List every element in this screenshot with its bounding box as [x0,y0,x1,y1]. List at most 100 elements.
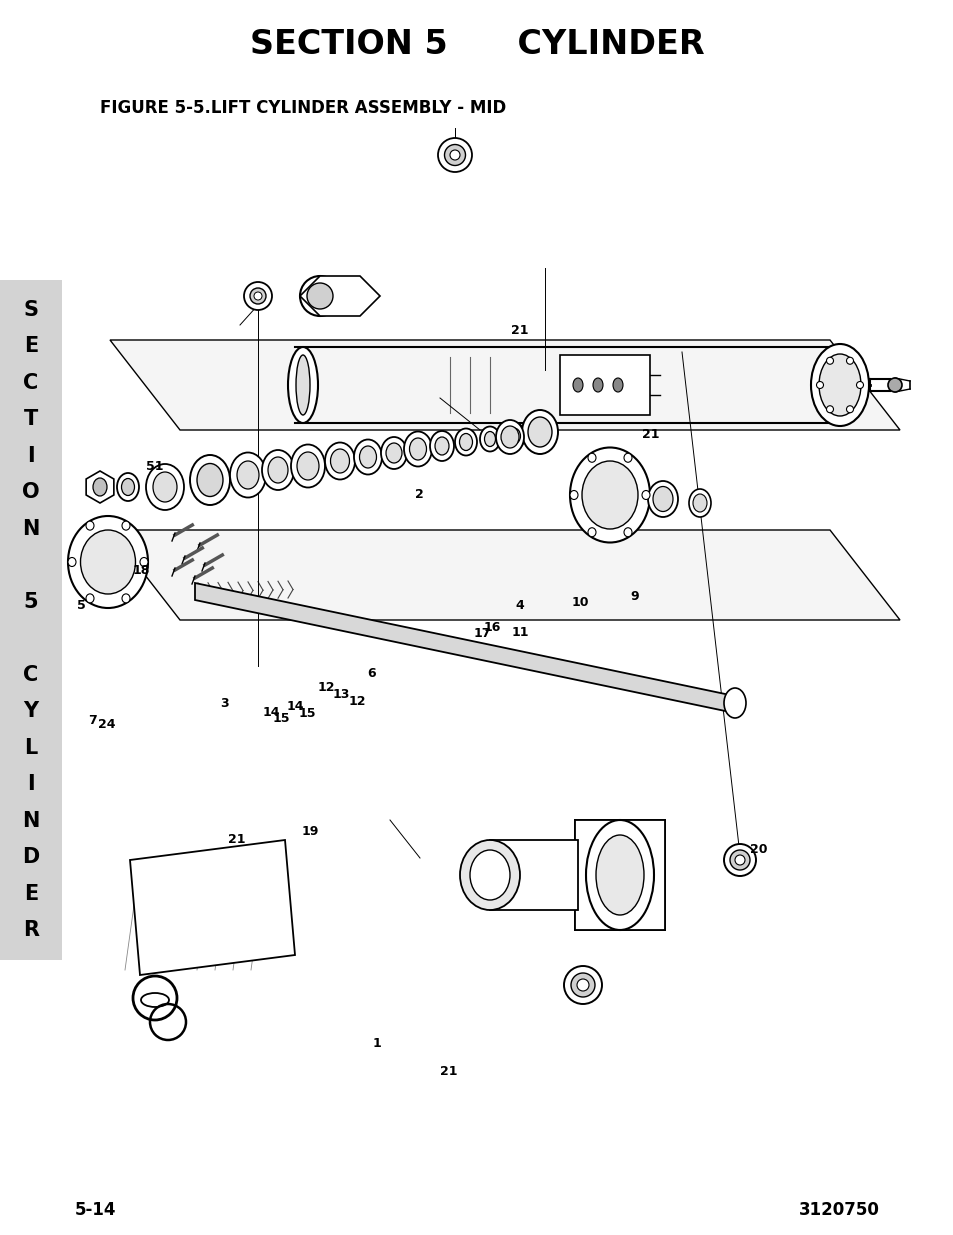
Polygon shape [490,840,578,910]
Text: 12: 12 [349,695,366,708]
Ellipse shape [856,382,862,389]
Ellipse shape [117,473,139,501]
Ellipse shape [444,144,465,165]
Text: 15: 15 [298,708,315,720]
Polygon shape [194,583,729,713]
Ellipse shape [253,291,262,300]
Ellipse shape [845,406,853,412]
Text: 21: 21 [439,1066,456,1078]
Ellipse shape [262,450,294,490]
Text: R: R [23,920,39,940]
Ellipse shape [563,966,601,1004]
Bar [0,280,62,960]
Text: Y: Y [24,701,38,721]
Ellipse shape [845,357,853,364]
Ellipse shape [86,594,94,603]
Ellipse shape [623,527,631,537]
Ellipse shape [122,594,130,603]
Ellipse shape [585,820,654,930]
Ellipse shape [496,420,523,454]
Text: 12: 12 [317,682,335,694]
Ellipse shape [325,442,355,479]
Polygon shape [86,471,113,503]
Text: 3120750: 3120750 [799,1200,879,1219]
Text: N: N [22,810,40,831]
Ellipse shape [641,490,649,499]
Ellipse shape [729,850,749,869]
Ellipse shape [577,979,588,990]
Ellipse shape [818,354,861,416]
Ellipse shape [140,557,148,567]
Text: 21: 21 [641,429,659,441]
Text: 17: 17 [474,627,491,640]
Ellipse shape [236,461,258,489]
Polygon shape [575,820,664,930]
Text: 14: 14 [262,706,279,719]
Polygon shape [110,340,899,430]
Text: 9: 9 [629,590,639,603]
Ellipse shape [291,445,325,488]
Ellipse shape [521,410,558,454]
Text: E: E [24,336,38,357]
Ellipse shape [409,438,426,459]
Text: T: T [24,410,38,430]
Ellipse shape [196,463,223,496]
Ellipse shape [652,487,672,511]
Text: 15: 15 [273,713,290,725]
Ellipse shape [403,431,432,467]
Ellipse shape [887,378,901,391]
Ellipse shape [596,835,643,915]
Ellipse shape [623,453,631,462]
Ellipse shape [593,378,602,391]
Ellipse shape [450,149,459,161]
Ellipse shape [430,431,454,461]
Ellipse shape [80,530,135,594]
Ellipse shape [470,850,510,900]
Text: 18: 18 [132,564,150,577]
Text: 21: 21 [228,834,245,846]
Ellipse shape [146,464,184,510]
Text: S: S [24,300,38,320]
Text: SECTION 5      CYLINDER: SECTION 5 CYLINDER [250,28,703,62]
Text: 10: 10 [571,597,588,609]
Ellipse shape [295,354,310,415]
Ellipse shape [613,378,622,391]
Ellipse shape [479,426,499,452]
Ellipse shape [250,288,266,304]
Ellipse shape [581,461,638,529]
Text: 4: 4 [515,599,524,611]
Text: 5-14: 5-14 [75,1200,116,1219]
Text: 2: 2 [415,488,424,500]
Text: 13: 13 [333,688,350,700]
Ellipse shape [68,516,148,608]
Text: 19: 19 [301,825,318,837]
Ellipse shape [152,472,177,501]
Ellipse shape [455,429,476,456]
Text: C: C [24,664,38,684]
Ellipse shape [380,437,407,469]
Ellipse shape [692,494,706,513]
Text: FIGURE 5-5.LIFT CYLINDER ASSEMBLY - MID: FIGURE 5-5.LIFT CYLINDER ASSEMBLY - MID [100,99,506,117]
Text: L: L [25,737,37,757]
Text: I: I [27,774,34,794]
Text: 51: 51 [146,461,163,473]
Ellipse shape [569,490,578,499]
Ellipse shape [190,454,230,505]
Text: 3: 3 [219,698,229,710]
Text: 5: 5 [76,599,86,611]
Text: I: I [27,446,34,466]
Text: 5: 5 [24,592,38,611]
Ellipse shape [587,527,596,537]
Ellipse shape [484,431,495,447]
Ellipse shape [688,489,710,517]
Text: 7: 7 [88,714,97,726]
Ellipse shape [569,447,649,542]
Ellipse shape [825,357,833,364]
Text: 6: 6 [367,667,376,679]
Text: E: E [24,883,38,904]
Ellipse shape [527,417,552,447]
Text: 20: 20 [749,844,766,856]
Ellipse shape [122,521,130,530]
Ellipse shape [723,688,745,718]
Ellipse shape [230,452,266,498]
